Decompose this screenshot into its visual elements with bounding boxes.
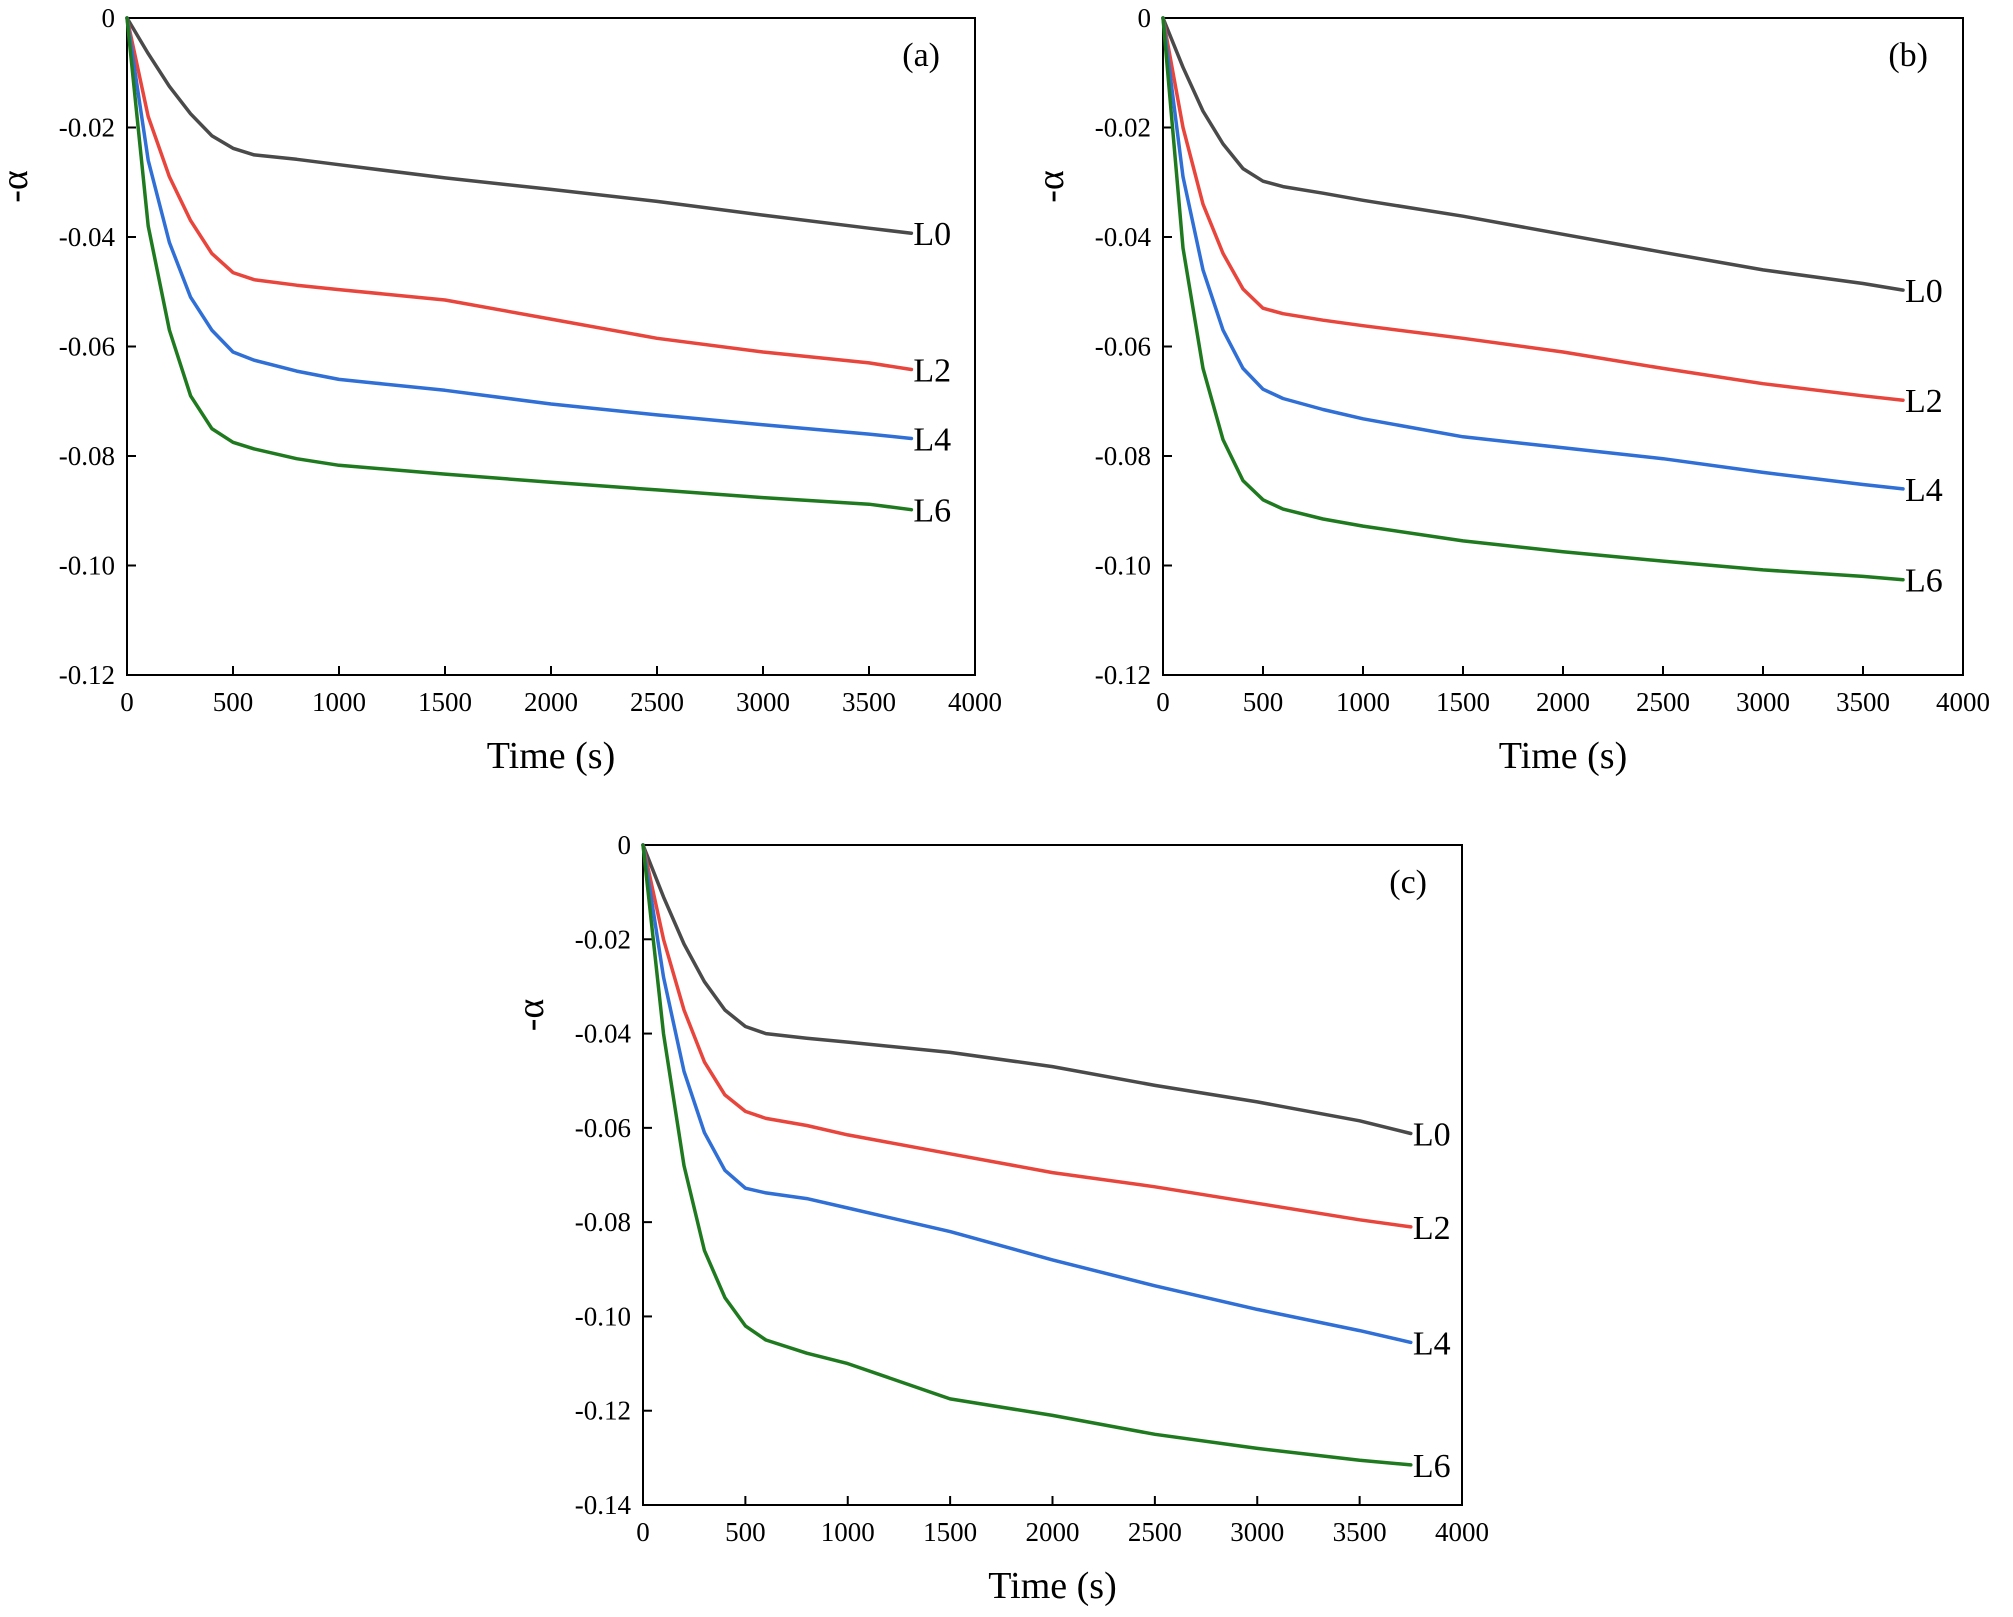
- y-axis-title: -α: [1030, 170, 1072, 203]
- x-tick-label: 2000: [1026, 1517, 1080, 1547]
- series-label-L0: L0: [1905, 273, 1943, 310]
- series-line-L6: [125, 16, 914, 512]
- x-axis-title: Time (s): [988, 1565, 1116, 1607]
- series-line-L2: [125, 16, 914, 372]
- series-line-L6: [1161, 16, 1905, 582]
- y-tick-label: 0: [618, 830, 632, 860]
- panel-label: (c): [1389, 864, 1427, 901]
- y-tick-label: -0.12: [575, 1396, 631, 1426]
- series-line-L4: [1161, 16, 1905, 491]
- y-tick-label: -0.06: [1095, 332, 1151, 362]
- series-line-L4: [641, 843, 1413, 1345]
- x-tick-label: 4000: [948, 687, 1002, 717]
- series-line-L0: [641, 843, 1413, 1136]
- y-tick-label: -0.12: [59, 660, 115, 690]
- x-tick-label: 2000: [1536, 687, 1590, 717]
- y-tick-label: -0.02: [575, 924, 631, 954]
- x-axis-title: Time (s): [1499, 735, 1627, 777]
- x-tick-label: 2500: [630, 687, 684, 717]
- x-tick-label: 3500: [1836, 687, 1890, 717]
- x-tick-label: 0: [636, 1517, 650, 1547]
- x-tick-label: 1000: [821, 1517, 875, 1547]
- chart-panel-2: 0 500 1000 1500 2000 2500 3000 3500 4000 0 -0.02 -0…: [510, 830, 1489, 1607]
- y-tick-label: -0.04: [575, 1019, 632, 1049]
- x-tick-label: 1000: [1336, 687, 1390, 717]
- series-label-L4: L4: [913, 421, 951, 458]
- series-line-L6: [641, 843, 1413, 1467]
- y-tick-label: -0.06: [59, 332, 115, 362]
- y-tick-label: -0.08: [575, 1207, 631, 1237]
- x-tick-label: 0: [1156, 687, 1170, 717]
- series-label-L4: L4: [1413, 1325, 1451, 1362]
- x-tick-label: 2000: [524, 687, 578, 717]
- x-tick-label: 0: [120, 687, 134, 717]
- x-tick-label: 4000: [1936, 687, 1990, 717]
- x-tick-label: 3000: [1736, 687, 1790, 717]
- series-label-L6: L6: [1413, 1448, 1451, 1485]
- series-line-L4: [125, 16, 914, 441]
- y-tick-label: 0: [1138, 3, 1152, 33]
- y-axis-title: -α: [510, 999, 552, 1032]
- y-tick-label: -0.06: [575, 1113, 631, 1143]
- y-tick-label: -0.08: [59, 441, 115, 471]
- series-label-L6: L6: [913, 493, 951, 530]
- series-label-L4: L4: [1905, 472, 1943, 509]
- x-axis-title: Time (s): [487, 735, 615, 777]
- y-tick-label: -0.04: [59, 222, 116, 252]
- x-tick-label: 4000: [1435, 1517, 1489, 1547]
- x-tick-label: 1000: [312, 687, 366, 717]
- series-label-L2: L2: [1905, 383, 1943, 420]
- y-tick-label: -0.08: [1095, 441, 1151, 471]
- plot-frame: [126, 17, 976, 676]
- y-tick-label: 0: [102, 3, 116, 33]
- plot-frame: [642, 844, 1463, 1506]
- series-label-L2: L2: [913, 352, 951, 389]
- series-line-L0: [125, 16, 914, 235]
- x-tick-label: 500: [1243, 687, 1284, 717]
- series-line-L2: [1161, 16, 1905, 402]
- x-tick-label: 2500: [1128, 1517, 1182, 1547]
- x-tick-label: 500: [213, 687, 254, 717]
- y-tick-label: -0.12: [1095, 660, 1151, 690]
- x-tick-label: 3500: [1333, 1517, 1387, 1547]
- series-label-L0: L0: [913, 216, 951, 253]
- chart-panel-1: 0 500 1000 1500 2000 2500 3000 3500 4000 0 -0.02 -0…: [1030, 3, 1990, 777]
- series-line-L0: [1161, 16, 1905, 292]
- chart-panel-0: 0 500 1000 1500 2000 2500 3000 3500 4000 0 -0.02 -0…: [0, 3, 1002, 777]
- y-tick-label: -0.02: [59, 113, 115, 143]
- y-tick-label: -0.14: [575, 1490, 632, 1520]
- series-line-L2: [641, 843, 1413, 1229]
- x-tick-label: 2500: [1636, 687, 1690, 717]
- y-tick-label: -0.10: [59, 551, 115, 581]
- x-tick-label: 500: [725, 1517, 766, 1547]
- x-tick-label: 3500: [842, 687, 896, 717]
- y-axis-title: -α: [0, 170, 36, 203]
- x-tick-label: 3000: [736, 687, 790, 717]
- panel-label: (b): [1888, 37, 1928, 74]
- panel-label: (a): [902, 37, 940, 74]
- series-label-L6: L6: [1905, 563, 1943, 600]
- x-tick-label: 1500: [923, 1517, 977, 1547]
- y-tick-label: -0.10: [1095, 551, 1151, 581]
- x-tick-label: 1500: [1436, 687, 1490, 717]
- series-label-L2: L2: [1413, 1210, 1451, 1247]
- y-tick-label: -0.04: [1095, 222, 1152, 252]
- y-tick-label: -0.02: [1095, 113, 1151, 143]
- x-tick-label: 3000: [1230, 1517, 1284, 1547]
- y-tick-label: -0.10: [575, 1301, 631, 1331]
- series-label-L0: L0: [1413, 1117, 1451, 1154]
- x-tick-label: 1500: [418, 687, 472, 717]
